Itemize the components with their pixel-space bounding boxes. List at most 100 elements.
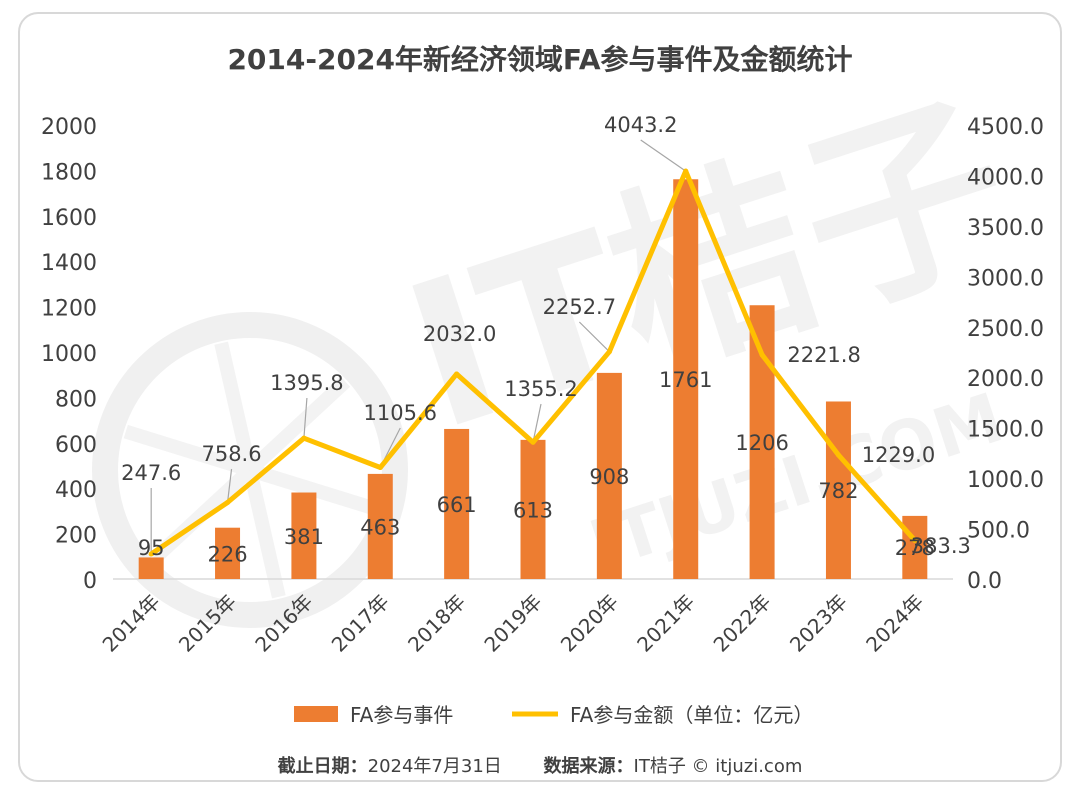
y-left-tick-label: 1200 (41, 297, 97, 322)
leader-line (532, 403, 542, 443)
y-right-tick-label: 2000.0 (967, 367, 1044, 392)
chart-card (18, 12, 1062, 782)
footer-source: 数据来源：IT桔子 © itjuzi.com (544, 756, 803, 777)
y-right-tick-label: 3000.0 (967, 266, 1044, 291)
leader-line (640, 139, 687, 172)
bar (902, 515, 928, 579)
y-right-tick-label: 3500.0 (967, 216, 1044, 241)
leader-line (303, 397, 308, 439)
footer: 截止日期：2024年7月31日 数据来源：IT桔子 © itjuzi.com (0, 752, 1080, 778)
y-left-tick-label: 1800 (41, 160, 97, 185)
bar (520, 439, 546, 579)
watermark-segment (214, 341, 257, 472)
line-point (377, 464, 383, 470)
y-left-tick-label: 1000 (41, 342, 97, 367)
footer-source-value: IT桔子 © itjuzi.com (633, 756, 803, 777)
watermark-ring (92, 312, 408, 628)
y-left-tick-label: 1400 (41, 251, 97, 276)
watermark-segment (247, 463, 377, 516)
bar (291, 492, 317, 579)
line-value-label: 758.6 (201, 442, 261, 466)
x-tick-label: 2021年 (632, 590, 699, 657)
footer-source-label: 数据来源： (543, 756, 634, 777)
bar (138, 557, 164, 579)
watermark-segment (123, 424, 253, 477)
watermark-segment (245, 376, 351, 476)
line-point (912, 537, 918, 543)
y-left-tick-label: 800 (55, 387, 97, 412)
chart-title: 2014-2024年新经济领域FA参与事件及金额统计 (227, 43, 853, 76)
bar-value-label: 613 (513, 498, 553, 522)
x-tick-label: 2023年 (785, 590, 852, 657)
x-tick-label: 2022年 (709, 590, 776, 657)
bar-value-label: 1761 (659, 368, 712, 392)
line-value-label: 1355.2 (504, 377, 577, 401)
bar-value-label: 381 (284, 525, 324, 549)
line-point (835, 452, 841, 458)
x-tick-label: 2014年 (98, 590, 165, 657)
line-point (606, 349, 612, 355)
watermark-segment (243, 468, 286, 599)
bar (673, 179, 699, 580)
bar-value-label: 226 (207, 542, 247, 566)
y-right-tick-label: 1500.0 (967, 418, 1044, 443)
legend: FA参与事件 FA参与金额（单位：亿元） (294, 703, 813, 727)
line-point (759, 352, 765, 358)
y-right-tick-label: 500.0 (967, 519, 1030, 544)
bar-value-label: 278 (895, 536, 935, 560)
x-tick-label: 2019年 (479, 590, 546, 657)
y-left-tick-label: 2000 (41, 115, 97, 140)
line-point (683, 168, 689, 174)
y-right-tick-label: 4000.0 (967, 165, 1044, 190)
y-left-tick-label: 400 (55, 478, 97, 503)
footer-date: 截止日期：2024年7月31日 (278, 756, 502, 777)
legend-line-label: FA参与金额（单位：亿元） (570, 703, 813, 727)
line-value-label: 1229.0 (862, 443, 935, 467)
x-tick-label: 2024年 (861, 590, 928, 657)
x-tick-label: 2020年 (556, 590, 623, 657)
line-value-label: 247.6 (121, 461, 181, 485)
y-right-tick-label: 1000.0 (967, 468, 1044, 493)
bar-series (138, 179, 928, 580)
bar (596, 372, 622, 579)
bar-value-label: 661 (437, 493, 477, 517)
y-right-tick-label: 0.0 (967, 569, 1002, 594)
line-point (301, 435, 307, 441)
y-left-tick-label: 600 (55, 433, 97, 458)
y-right-tick-label: 2500.0 (967, 317, 1044, 342)
y-left-tick-label: 1600 (41, 206, 97, 231)
line-value-label: 1105.6 (364, 401, 437, 425)
legend-bar-swatch (294, 706, 338, 722)
bar-value-label: 1206 (735, 431, 788, 455)
legend-bar-label: FA参与事件 (350, 703, 453, 727)
y-right-tick-label: 4500.0 (967, 115, 1044, 140)
line-value-label: 1395.8 (270, 371, 343, 395)
leader-line (226, 468, 233, 503)
bar (444, 428, 470, 579)
line-point (225, 499, 231, 505)
bar-value-label: 95 (138, 536, 165, 560)
bar (215, 527, 241, 579)
line-point (454, 371, 460, 377)
line-point (148, 551, 154, 557)
line-point (530, 439, 536, 445)
bar (825, 401, 851, 579)
y-left-tick-label: 200 (55, 524, 97, 549)
line-value-label: 2032.0 (423, 322, 496, 346)
leader-lines (150, 139, 687, 555)
line-value-label: 2252.7 (543, 295, 616, 319)
x-tick-label: 2018年 (403, 590, 470, 657)
line-value-label: 383.3 (911, 534, 971, 558)
line-series (148, 168, 918, 557)
bar-value-label: 463 (360, 515, 400, 539)
footer-date-value: 2024年7月31日 (367, 756, 502, 777)
data-labels: 95 226 381 463 661 613 908 1761 1206 782 278 247.6 7… (121, 113, 971, 566)
y-left-tick-label: 0 (83, 569, 97, 594)
bar-value-label: 782 (818, 479, 858, 503)
line-value-label: 2221.8 (787, 343, 860, 367)
leader-line (578, 321, 610, 353)
bar-value-label: 908 (589, 465, 629, 489)
footer-date-label: 截止日期： (277, 756, 368, 777)
